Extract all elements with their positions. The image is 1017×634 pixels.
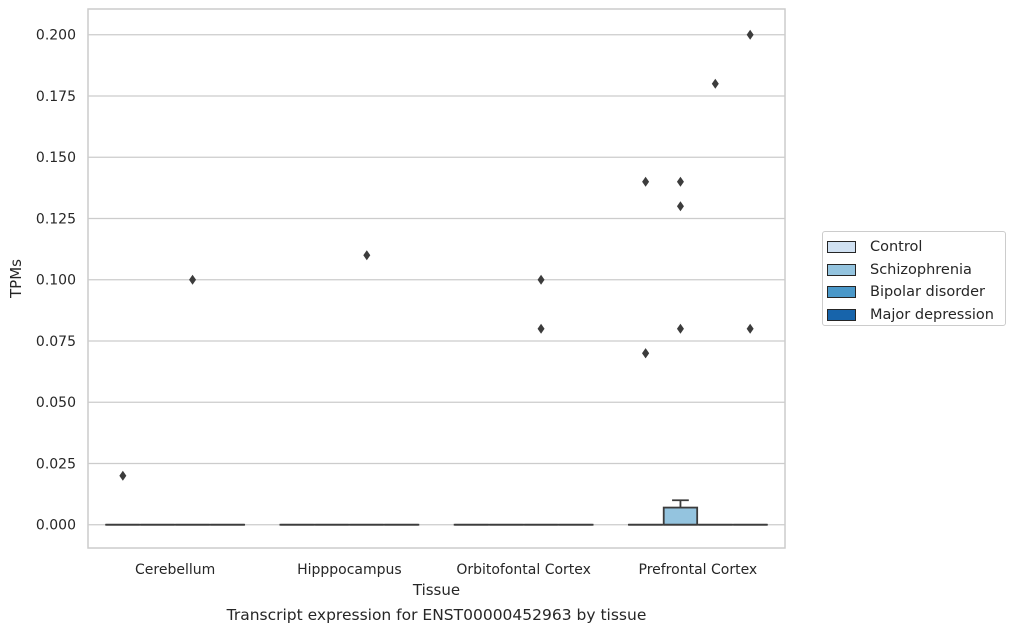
legend-label: Control xyxy=(870,239,923,256)
x-tick-label: Hipppocampus xyxy=(297,562,402,578)
x-tick-label: Prefrontal Cortex xyxy=(639,562,758,578)
legend-swatch xyxy=(827,263,856,276)
legend-swatch xyxy=(827,308,856,321)
x-tick-label: Cerebellum xyxy=(135,562,215,578)
plot-frame xyxy=(87,8,786,549)
outlier-point xyxy=(746,323,754,334)
outlier-point xyxy=(642,176,650,187)
legend-item-control: Control xyxy=(827,236,1005,259)
outlier-point xyxy=(537,323,545,334)
outlier-point xyxy=(189,274,197,285)
chart-caption: Transcript expression for ENST0000045296… xyxy=(226,606,647,624)
y-tick-label: 0.125 xyxy=(36,211,76,227)
y-tick-label: 0.200 xyxy=(36,28,76,44)
box xyxy=(662,506,699,526)
y-axis-label: TPMs xyxy=(7,259,25,299)
outlier-point xyxy=(676,176,684,187)
legend-label: Schizophrenia xyxy=(870,261,972,278)
y-tick-label: 0.000 xyxy=(36,518,76,534)
outlier-point xyxy=(363,250,371,261)
legend-item-schizophrenia: Schizophrenia xyxy=(827,259,1005,282)
x-tick-labels: Cerebellum Hipppocampus Orbitofontal Corte… xyxy=(135,562,757,578)
legend-swatch xyxy=(827,286,856,299)
x-axis-label: Tissue xyxy=(412,581,460,599)
legend-swatch xyxy=(827,241,856,254)
outlier-point xyxy=(676,201,684,212)
y-tick-label: 0.025 xyxy=(36,456,76,472)
outlier-point xyxy=(676,323,684,334)
outliers xyxy=(119,29,754,481)
y-tick-labels: 0.000 0.025 0.050 0.075 0.100 0.125 0.150 0.175… xyxy=(36,28,76,534)
x-tick-label: Orbitofontal Cortex xyxy=(456,562,591,578)
legend-item-major-depression: Major depression xyxy=(827,304,1005,327)
outlier-point xyxy=(119,470,127,481)
legend-label: Bipolar disorder xyxy=(870,284,985,301)
y-tick-label: 0.175 xyxy=(36,89,76,105)
y-tick-label: 0.100 xyxy=(36,273,76,289)
y-tick-label: 0.150 xyxy=(36,150,76,166)
y-tick-label: 0.050 xyxy=(36,395,76,411)
legend-label: Major depression xyxy=(870,306,994,323)
y-tick-label: 0.075 xyxy=(36,334,76,350)
outlier-point xyxy=(537,274,545,285)
gridlines xyxy=(88,34,785,526)
outlier-point xyxy=(746,29,754,40)
outlier-point xyxy=(642,348,650,359)
outlier-point xyxy=(711,78,719,89)
boxes xyxy=(105,499,768,526)
legend: Control Schizophrenia Bipolar disorder M… xyxy=(822,231,1006,326)
legend-item-bipolar-disorder: Bipolar disorder xyxy=(827,281,1005,304)
